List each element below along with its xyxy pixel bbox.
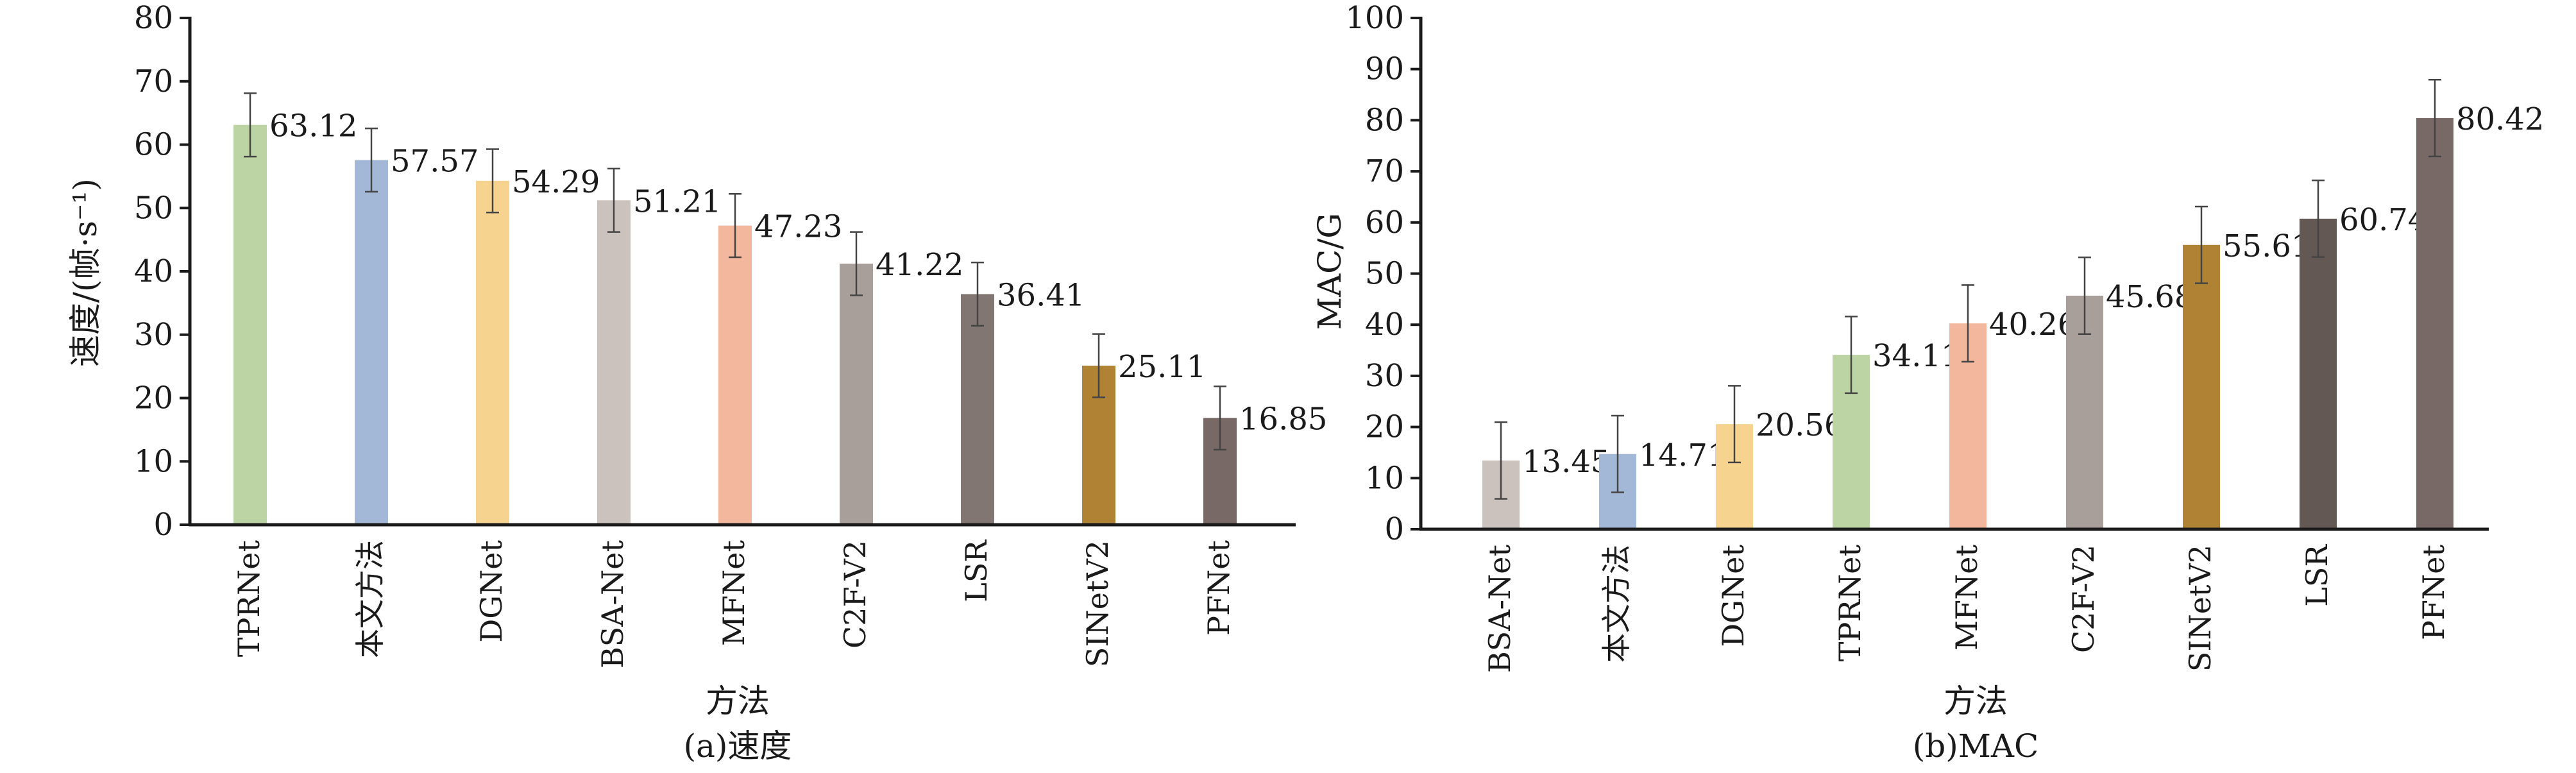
chart-panel-a: 0 10 20 30 40 50 60 70 80 63.12 TPRNet 57.57 本文方法 54.… [67, 0, 1327, 765]
y-tick-label: 10 [1365, 460, 1404, 496]
y-tick-label: 80 [1365, 102, 1404, 138]
x-tick-label: BSA-Net [1482, 544, 1517, 673]
y-tick-label: 60 [1365, 205, 1404, 241]
y-tick-label: 70 [1365, 153, 1404, 189]
bar [597, 200, 631, 525]
bar [2416, 118, 2453, 529]
y-tick-label: 70 [134, 64, 173, 99]
data-label: 20.56 [1756, 407, 1843, 443]
x-tick-label: SINetV2 [1080, 540, 1115, 667]
y-tick-label: 90 [1365, 51, 1404, 87]
y-tick-label: 80 [134, 0, 173, 36]
y-tick-label: 40 [1365, 307, 1404, 343]
y-tick-label: 0 [1384, 511, 1404, 547]
bar [2183, 244, 2220, 529]
data-label: 14.71 [1639, 437, 1727, 473]
data-label: 51.21 [633, 183, 721, 219]
x-tick-label: BSA-Net [595, 539, 630, 668]
y-tick-label: 0 [153, 507, 173, 543]
data-label: 57.57 [391, 143, 479, 179]
bar [476, 180, 509, 525]
data-label: 16.85 [1239, 402, 1327, 437]
data-label: 36.41 [997, 277, 1085, 313]
x-tick-label: PFNet [1201, 539, 1236, 635]
y-tick-label: 30 [134, 317, 173, 353]
data-label: 63.12 [269, 108, 357, 144]
data-label: 55.61 [2223, 228, 2310, 264]
x-tick-label: MFNet [716, 539, 751, 645]
data-label: 13.45 [1522, 444, 1610, 480]
data-label: 25.11 [1118, 349, 1206, 385]
y-tick-label: 50 [134, 190, 173, 226]
x-tick-label: LSR [2300, 544, 2334, 607]
chart-caption: (b)MAC [1913, 727, 2039, 765]
data-label: 41.22 [876, 247, 963, 283]
chart-panel-b: 0 10 20 30 40 50 60 70 80 90 100 13.45 BSA-Net 14.71 本… [1311, 0, 2544, 765]
bar [961, 294, 994, 525]
y-tick-label: 100 [1345, 0, 1404, 36]
y-tick-label: 30 [1365, 358, 1404, 394]
bar [355, 160, 388, 525]
x-tick-label: C2F-V2 [2066, 545, 2101, 653]
data-label: 40.26 [1989, 307, 2077, 343]
x-tick-label: TPRNet [232, 539, 266, 657]
data-label: 54.29 [512, 164, 600, 200]
x-axis-title: 方法 [1944, 683, 2008, 720]
x-tick-label: SINetV2 [2183, 545, 2217, 672]
x-tick-label: 本文方法 [353, 540, 387, 658]
y-axis-title: 速度/(帧·s⁻¹) [67, 178, 104, 367]
bar [718, 225, 752, 525]
bar [233, 124, 267, 525]
y-tick-label: 40 [134, 253, 173, 289]
x-tick-label: LSR [959, 539, 994, 602]
x-tick-label: 本文方法 [1599, 545, 1634, 663]
x-axis-title: 方法 [706, 683, 770, 720]
y-tick-label: 50 [1365, 256, 1404, 292]
data-label: 47.23 [754, 209, 842, 245]
bar [2300, 218, 2337, 529]
x-tick-label: DGNet [474, 539, 509, 642]
data-label: 60.74 [2339, 202, 2427, 238]
y-tick-label: 10 [134, 443, 173, 479]
data-label: 45.68 [2106, 279, 2194, 315]
bar [840, 263, 873, 525]
chart-caption: (a)速度 [684, 727, 792, 765]
x-tick-label: C2F-V2 [838, 540, 872, 649]
data-label: 80.42 [2456, 101, 2544, 137]
y-tick-label: 20 [134, 380, 173, 416]
x-tick-label: DGNet [1716, 544, 1750, 647]
data-label: 34.11 [1872, 338, 1960, 374]
x-tick-label: TPRNet [1833, 544, 1867, 661]
x-tick-label: MFNet [1949, 544, 1984, 650]
y-tick-label: 20 [1365, 409, 1404, 445]
y-axis-title: MAC/G [1311, 213, 1348, 330]
x-tick-label: PFNet [2416, 544, 2451, 640]
y-tick-label: 60 [134, 127, 173, 163]
